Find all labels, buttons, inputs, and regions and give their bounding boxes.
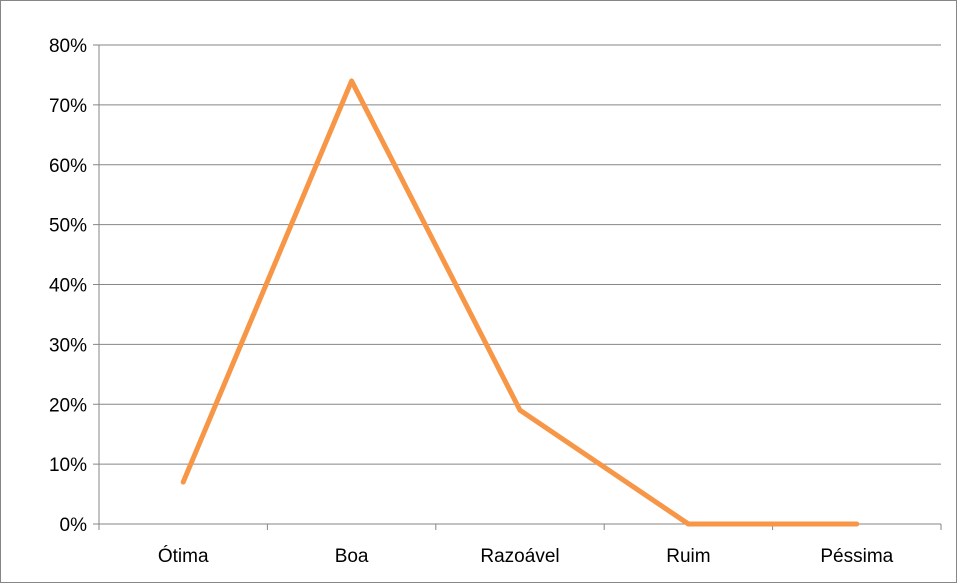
x-tick-label: Ótima	[158, 545, 209, 567]
y-tick-label: 80%	[49, 36, 87, 57]
y-tick-label: 20%	[49, 395, 87, 416]
series-line	[180, 78, 860, 527]
y-tick-label: 50%	[49, 216, 87, 237]
y-tick-label: 10%	[49, 455, 87, 476]
y-tick-label: 70%	[49, 96, 87, 117]
x-tick-label: Ruim	[666, 546, 710, 567]
gridlines	[99, 44, 941, 465]
x-axis-tick-labels: Ótima Boa Razoável Ruim Péssima	[158, 545, 894, 567]
series-layer	[180, 78, 860, 527]
y-tick-label: 30%	[49, 335, 87, 356]
y-axis-tick-labels: 0% 10% 20% 30% 40% 50% 60% 70% 80%	[49, 36, 87, 536]
y-tick-label: 40%	[49, 276, 87, 297]
y-tick-label: 0%	[60, 515, 88, 536]
x-tick-label: Boa	[335, 546, 369, 567]
y-tick-label: 60%	[49, 156, 87, 177]
x-tick-label: Razoável	[480, 546, 559, 567]
x-tick-label: Péssima	[820, 546, 893, 567]
axes	[93, 44, 942, 530]
